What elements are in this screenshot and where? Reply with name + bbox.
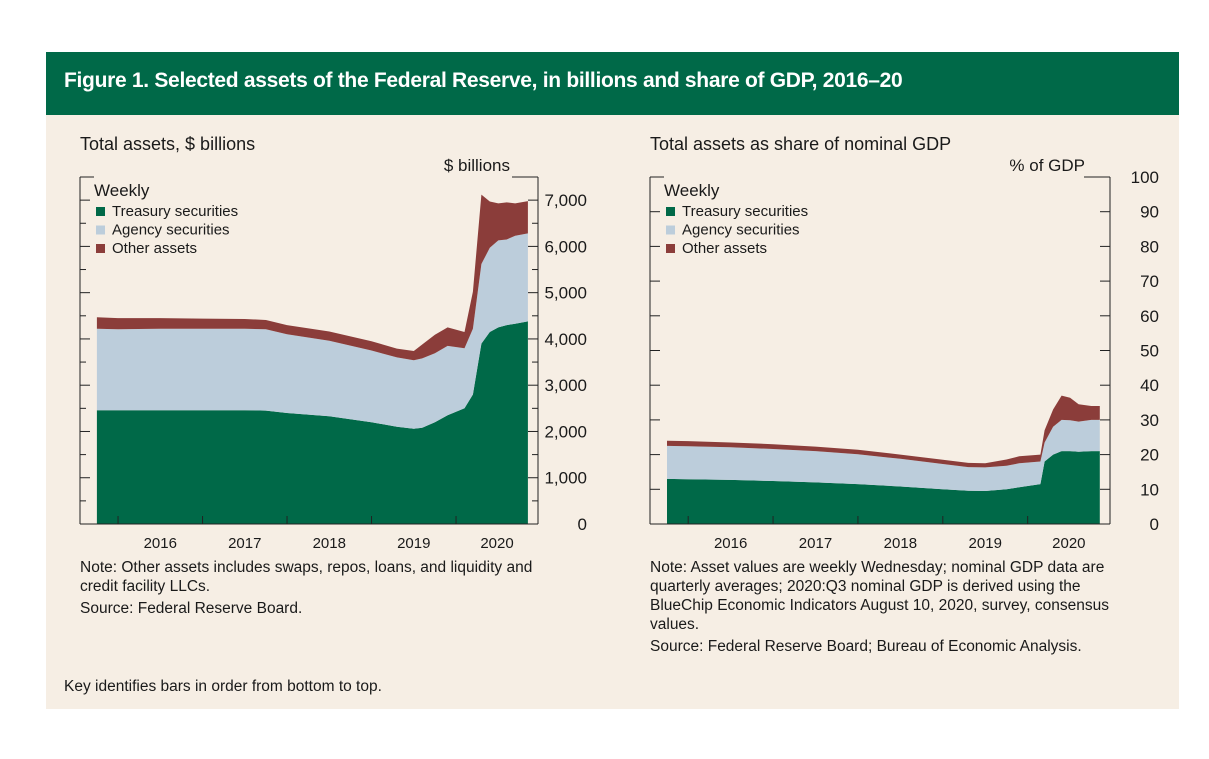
right-series-other-assets [667, 395, 1100, 468]
right-xtick-label: 2017 [799, 535, 832, 552]
right-legend-label: Treasury securities [682, 203, 808, 220]
left-xtick-label: 2019 [397, 535, 430, 552]
right-ytick-label: 50 [1140, 342, 1159, 361]
left-chart-subtitle: Total assets, $ billions [80, 134, 256, 154]
right-ytick-label: 80 [1140, 237, 1159, 256]
left-axis-unit: $ billions [444, 156, 510, 175]
right-notes: Note: Asset values are weekly Wednesday;… [650, 558, 1120, 656]
left-ytick-label: 5,000 [544, 284, 587, 303]
left-ytick-label: 2,000 [544, 422, 587, 441]
left-xtick-label: 2020 [480, 535, 513, 552]
left-legend-swatch [96, 225, 105, 235]
right-ytick-label: 70 [1140, 272, 1159, 291]
left-legend-label: Agency securities [112, 222, 230, 239]
right-ytick-label: 30 [1140, 411, 1159, 430]
left-series-treasury-securities [96, 321, 528, 524]
right-legend-title: Weekly [664, 181, 720, 200]
key-note: Key identifies bars in order from bottom… [64, 678, 382, 695]
right-ytick-label: 60 [1140, 307, 1159, 326]
left-ytick-label: 7,000 [544, 191, 587, 210]
left-series-other-assets [96, 194, 528, 361]
left-legend-label: Treasury securities [112, 203, 238, 220]
left-note: Note: Other assets includes swaps, repos… [80, 559, 533, 595]
right-xtick-label: 2019 [969, 535, 1002, 552]
left-series-agency-securities [96, 233, 528, 429]
right-xtick-label: 2018 [884, 535, 917, 552]
left-legend-swatch [96, 207, 105, 216]
left-xtick-label: 2018 [313, 535, 346, 552]
right-ytick-label: 100 [1131, 168, 1159, 187]
right-ytick-label: 10 [1140, 480, 1159, 499]
right-axis-unit: % of GDP [1009, 156, 1085, 175]
right-legend-swatch [666, 244, 675, 253]
left-legend-swatch [96, 244, 105, 253]
right-xtick-label: 2016 [714, 535, 747, 552]
right-source: Source: Federal Reserve Board; Bureau of… [650, 638, 1082, 655]
right-legend-label: Other assets [682, 240, 767, 257]
right-series-treasury-securities [667, 451, 1100, 524]
left-legend-title: Weekly [94, 181, 150, 200]
left-ytick-label: 0 [578, 515, 587, 534]
left-ytick-label: 4,000 [544, 330, 587, 349]
left-legend-label: Other assets [112, 240, 197, 257]
right-note: Note: Asset values are weekly Wednesday;… [650, 559, 1109, 633]
right-legend-label: Agency securities [682, 222, 800, 239]
left-ytick-label: 6,000 [544, 237, 587, 256]
right-series-agency-securities [667, 419, 1100, 491]
right-ytick-label: 90 [1140, 203, 1159, 222]
left-xtick-label: 2016 [144, 535, 177, 552]
right-chart-subtitle: Total assets as share of nominal GDP [650, 134, 952, 154]
right-legend-swatch [666, 225, 675, 235]
left-source: Source: Federal Reserve Board. [80, 600, 303, 617]
right-legend-swatch [666, 207, 675, 216]
left-xtick-label: 2017 [228, 535, 261, 552]
right-xtick-label: 2020 [1052, 535, 1085, 552]
left-ytick-label: 1,000 [544, 469, 587, 488]
figure-title: Figure 1. Selected assets of the Federal… [64, 69, 903, 92]
right-ytick-label: 20 [1140, 446, 1159, 465]
left-ytick-label: 3,000 [544, 376, 587, 395]
right-ytick-label: 0 [1150, 515, 1159, 534]
figure-header: Figure 1. Selected assets of the Federal… [46, 52, 1179, 115]
left-notes: Note: Other assets includes swaps, repos… [80, 558, 550, 618]
right-ytick-label: 40 [1140, 376, 1159, 395]
